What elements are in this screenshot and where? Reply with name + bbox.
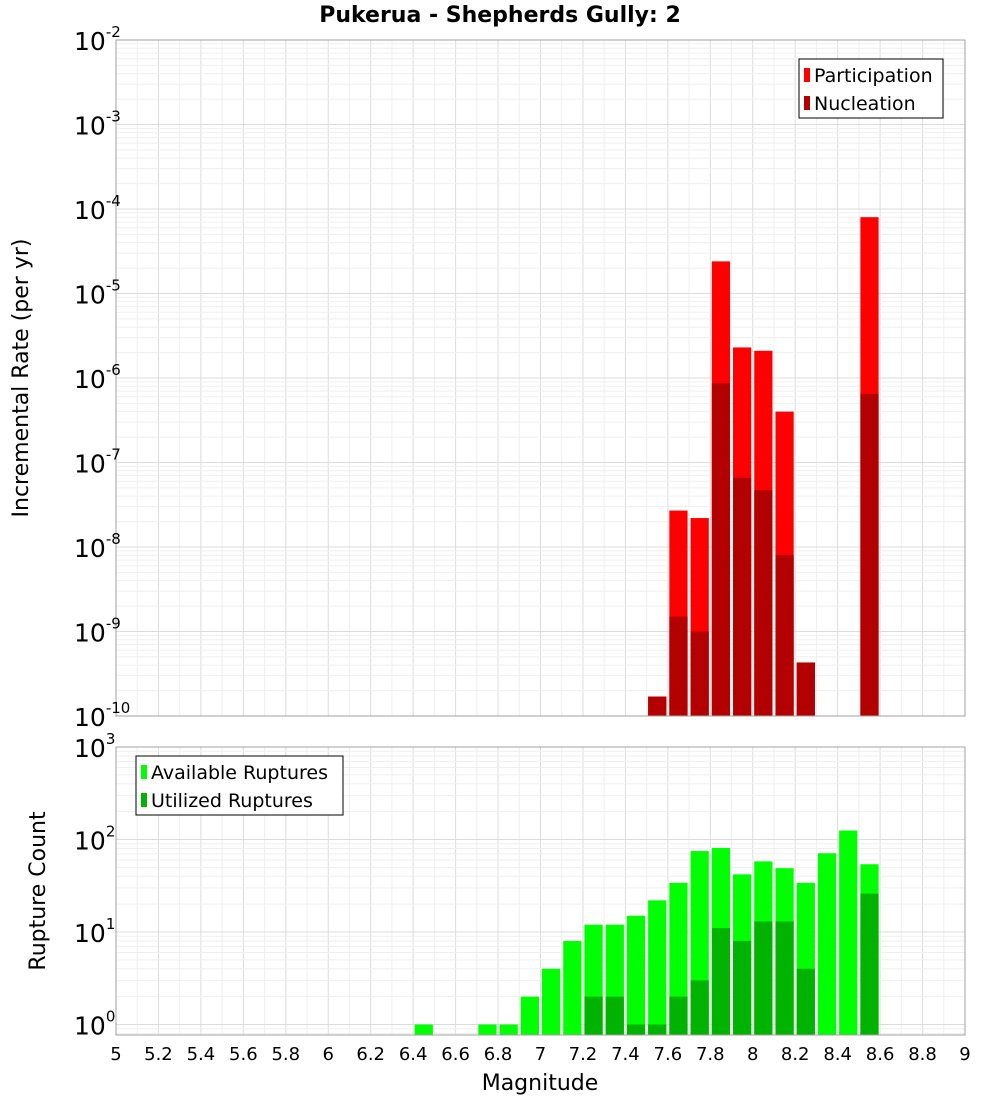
x-tick-label: 8.8: [908, 1044, 937, 1065]
bar: [669, 996, 688, 1035]
y-tick-label: 10-2: [74, 23, 121, 56]
x-tick-label: 8.6: [866, 1044, 895, 1065]
y-tick-label: 10-7: [74, 446, 121, 479]
x-tick-label: 6.2: [356, 1044, 385, 1065]
bar: [605, 996, 624, 1035]
chart-title: Pukerua - Shepherds Gully: 2: [319, 3, 681, 28]
x-tick-label: 7.4: [611, 1044, 640, 1065]
y-tick-label: 102: [74, 823, 115, 856]
bar: [648, 900, 667, 1035]
y-tick-label: 10-10: [74, 699, 130, 732]
bar: [478, 1024, 497, 1035]
bar: [733, 940, 752, 1035]
legend-swatch: [141, 765, 147, 779]
bar: [711, 383, 731, 716]
legend-swatch: [141, 793, 147, 807]
bar: [414, 1024, 433, 1035]
x-tick-label: 7.8: [696, 1044, 725, 1065]
bar: [626, 915, 646, 1035]
plot-panel-1: 10-10 10-9 10-8 10-7 10-6 10-5 10-4 10-3 10-2 Inc…: [9, 23, 966, 732]
bar: [669, 616, 688, 716]
x-tick-label: 5.2: [144, 1044, 173, 1065]
y-tick-label: 10-3: [74, 108, 121, 141]
y-axis-label: Incremental Rate (per yr): [9, 239, 34, 518]
bar: [648, 696, 667, 716]
legend-box: [135, 755, 344, 816]
bar: [860, 393, 879, 716]
bar: [839, 830, 858, 1035]
plot-frame: [115, 746, 966, 1036]
x-tick-label: 6.6: [441, 1044, 470, 1065]
y-tick-label: 100: [74, 1008, 115, 1041]
x-tick-label: 7.2: [569, 1044, 598, 1065]
y-axis-label: Rupture Count: [26, 811, 51, 971]
bar: [563, 940, 582, 1035]
bar: [754, 490, 773, 716]
y-tick-label: 101: [74, 915, 115, 948]
x-tick-labels: 5 5.2 5.4 5.6 5.8 6 6.2 6.4 6.6 6.8 7 7.2 7.4 7.6 7.8 8…: [110, 1044, 970, 1065]
bar: [584, 996, 603, 1035]
bar: [520, 996, 539, 1035]
bar: [775, 921, 794, 1035]
y-tick-label: 10-4: [74, 192, 121, 225]
bar: [817, 853, 837, 1035]
x-tick-label: 8.4: [823, 1044, 852, 1065]
x-axis-label: Magnitude: [482, 1071, 599, 1096]
plot-frame: [115, 39, 966, 717]
x-tick-label: 7: [535, 1044, 546, 1065]
y-tick-label: 103: [74, 730, 115, 763]
legend-swatch: [804, 96, 810, 110]
bar: [775, 555, 794, 716]
legend: Participation Nucleation: [798, 58, 944, 119]
legend-label: Participation: [814, 65, 933, 87]
x-tick-label: 5: [110, 1044, 121, 1065]
legend-label: Nucleation: [814, 93, 916, 115]
grid-lines: [115, 40, 966, 717]
legend-swatch: [804, 68, 810, 82]
x-tick-label: 6.8: [484, 1044, 513, 1065]
bar: [733, 477, 752, 716]
bar: [648, 1024, 667, 1035]
bar: [690, 631, 709, 716]
x-tick-label: 6: [323, 1044, 334, 1065]
x-tick-label: 9: [959, 1044, 970, 1065]
series-nucleation: [648, 383, 879, 716]
legend-label: Utilized Ruptures: [151, 790, 313, 812]
legend-box: [798, 58, 944, 119]
x-tick-label: 5.8: [271, 1044, 300, 1065]
bar: [690, 980, 709, 1035]
bar: [860, 893, 879, 1035]
y-tick-label: 10-6: [74, 361, 121, 394]
bar: [796, 662, 815, 716]
x-tick-label: 5.6: [229, 1044, 258, 1065]
y-tick-label: 10-5: [74, 277, 121, 310]
bar: [542, 968, 561, 1035]
x-tick-label: 8.2: [781, 1044, 810, 1065]
legend-label: Available Ruptures: [151, 762, 328, 784]
plot-panel-2: 100 101 102 103 Rupture Count Available Ruptu…: [26, 730, 966, 1041]
bar: [626, 1024, 646, 1035]
y-tick-label: 10-8: [74, 530, 121, 563]
legend: Available Ruptures Utilized Ruptures: [135, 755, 344, 816]
bar: [796, 968, 815, 1035]
series-utilized-ruptures: [584, 893, 879, 1035]
x-tick-label: 8: [747, 1044, 758, 1065]
x-tick-label: 5.4: [187, 1044, 216, 1065]
x-tick-label: 6.4: [399, 1044, 428, 1065]
x-tick-label: 7.6: [654, 1044, 683, 1065]
y-tick-label: 10-9: [74, 615, 121, 648]
bar: [711, 928, 731, 1035]
bar: [499, 1024, 518, 1035]
bar: [754, 921, 773, 1035]
